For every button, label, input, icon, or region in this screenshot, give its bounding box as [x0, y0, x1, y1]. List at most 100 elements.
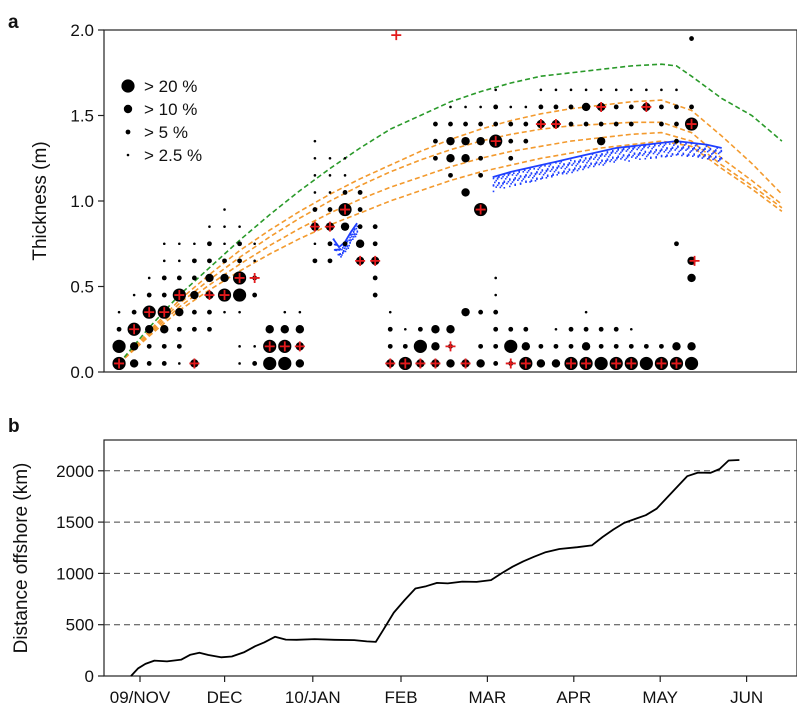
a-blue-point	[674, 149, 676, 151]
a-blue-point	[628, 153, 630, 156]
a-thickness-dot	[629, 88, 633, 92]
a-blue-point	[610, 159, 613, 161]
a-blue-point	[343, 247, 346, 250]
a-blue-point	[584, 165, 587, 167]
a-thickness-dot	[448, 121, 453, 127]
a-blue-point	[355, 233, 358, 235]
a-thickness-dot	[161, 361, 167, 366]
a-thickness-dot	[280, 325, 289, 334]
a-thickness-dot	[672, 342, 681, 351]
a-blue-point	[606, 151, 609, 153]
panel-a-y-axis-title: Thickness (m)	[30, 141, 51, 260]
a-blue-point	[549, 163, 552, 166]
a-blue-point	[502, 175, 504, 178]
a-red-marker	[475, 204, 486, 215]
b-xtick-label-2: 10/JAN	[285, 688, 341, 707]
a-blue-point	[544, 172, 546, 174]
a-red-marker	[385, 358, 396, 369]
panel-b-letter: b	[8, 416, 20, 437]
a-blue-point	[587, 160, 590, 162]
a-thickness-dot	[431, 342, 440, 351]
a-blue-point	[683, 144, 686, 146]
a-red-marker	[249, 272, 260, 283]
a-blue-point	[568, 162, 571, 165]
a-thickness-dot	[312, 258, 318, 264]
a-blue-point	[599, 155, 602, 158]
b-ytick-label-3: 1500	[56, 513, 94, 532]
a-blue-point	[568, 169, 571, 171]
panel-a-blue-series	[332, 140, 723, 258]
b-xtick-label-5: APR	[556, 688, 591, 707]
a-thickness-dot	[328, 191, 332, 194]
a-thickness-dot	[598, 121, 604, 127]
a-thickness-dot	[372, 275, 378, 281]
a-blue-point	[602, 164, 605, 166]
a-blue-point	[344, 250, 347, 253]
a-thickness-dot	[478, 155, 484, 161]
a-thickness-dot	[237, 241, 242, 247]
a-thickness-dot	[461, 188, 470, 197]
a-red-marker	[264, 341, 275, 352]
a-blue-point	[546, 174, 549, 177]
a-thickness-dot	[146, 343, 152, 349]
a-blue-point	[639, 152, 641, 155]
a-red-marker	[144, 307, 155, 318]
a-blue-point	[583, 166, 586, 169]
a-red-marker	[520, 358, 531, 369]
a-thickness-dot	[524, 105, 528, 109]
a-red-marker	[490, 136, 501, 147]
a-thickness-dot	[207, 326, 212, 332]
panel-b-x-axis: 09/NOV DEC 10/JAN FEB MAR APR MAY JUN	[110, 676, 763, 707]
a-blue-point	[594, 156, 596, 159]
a-blue-point	[555, 169, 557, 171]
a-blue-point	[556, 174, 558, 176]
a-red-marker	[686, 119, 697, 130]
a-thickness-dot	[116, 326, 122, 332]
a-blue-point	[594, 163, 596, 166]
a-blue-point	[549, 170, 552, 172]
a-thickness-dot	[598, 343, 604, 349]
a-blue-point	[561, 165, 564, 168]
a-blue-point	[643, 145, 645, 148]
a-blue-point	[570, 159, 572, 162]
a-blue-point	[687, 154, 690, 156]
a-red-marker	[324, 221, 335, 232]
a-blue-point	[529, 174, 531, 177]
a-blue-point	[686, 148, 689, 150]
a-legend-label-0: > 20 %	[144, 77, 197, 96]
a-blue-point	[629, 151, 632, 153]
a-blue-point	[631, 149, 633, 152]
a-orange-curve-0	[118, 121, 783, 364]
a-thickness-dot	[176, 275, 182, 281]
a-blue-point	[636, 155, 638, 158]
a-ytick-label-4: 2.0	[70, 21, 94, 40]
a-blue-point	[614, 159, 617, 162]
a-blue-point	[632, 148, 634, 150]
a-blue-point	[692, 148, 694, 151]
a-blue-point	[679, 142, 682, 144]
a-blue-point	[588, 165, 591, 167]
a-thickness-dot	[220, 273, 229, 283]
a-blue-point	[595, 155, 598, 157]
a-red-marker	[430, 358, 441, 369]
a-blue-point	[658, 145, 660, 147]
a-blue-point	[521, 180, 523, 182]
a-blue-point	[522, 178, 525, 180]
a-blue-point	[502, 183, 504, 185]
a-thickness-dot	[446, 136, 455, 146]
a-thickness-dot	[674, 121, 679, 127]
a-blue-point	[651, 147, 653, 150]
panel-a-red-markers	[114, 30, 700, 369]
a-blue-point	[633, 153, 636, 155]
a-blue-point	[525, 181, 527, 183]
a-thickness-dot	[313, 139, 317, 143]
a-thickness-dot	[161, 275, 167, 281]
a-thickness-dot	[112, 339, 126, 353]
a-blue-point	[354, 235, 357, 238]
a-blue-point	[336, 248, 339, 251]
a-blue-point	[579, 166, 582, 168]
a-blue-point	[572, 162, 575, 165]
a-blue-point	[552, 167, 554, 169]
a-blue-point	[587, 166, 590, 169]
a-blue-point	[625, 150, 628, 152]
